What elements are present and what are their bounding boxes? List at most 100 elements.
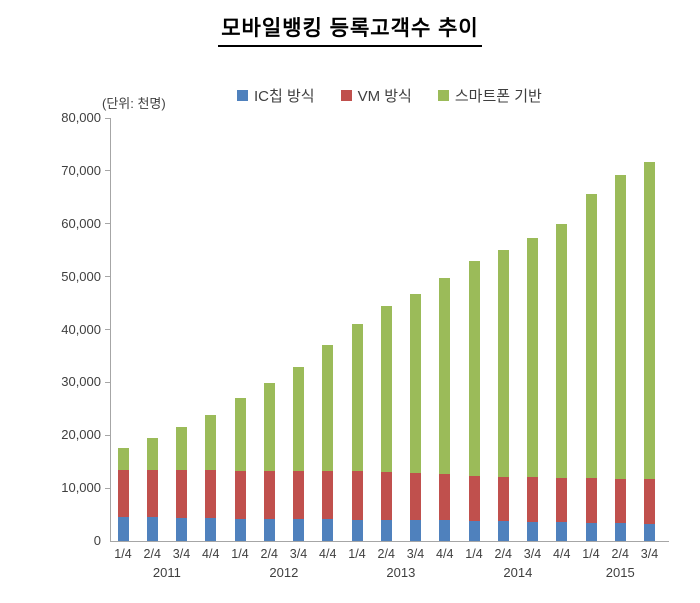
x-axis-label: 1/4 — [114, 547, 132, 561]
y-axis-label: 20,000 — [61, 427, 101, 443]
x-axis-label: 1/4 — [582, 547, 600, 561]
x-axis-label: 3/4 — [640, 547, 659, 561]
year-label: 2014 — [503, 565, 533, 580]
chart-title: 모바일뱅킹 등록고객수 추이 — [218, 12, 482, 47]
stacked-bar — [585, 194, 597, 541]
bar-segment-ic-chip — [176, 517, 187, 541]
bar-segment-vm — [614, 478, 626, 524]
bar-segment-smartphone — [205, 415, 217, 471]
stacked-bar — [556, 223, 568, 541]
stacked-bar — [176, 426, 187, 541]
bar-segment-vm — [176, 470, 187, 518]
stacked-bar — [410, 293, 421, 541]
bar-segment-smartphone — [410, 293, 421, 474]
stacked-bar — [644, 161, 655, 541]
bar-segment-vm — [263, 470, 275, 519]
stacked-bar — [263, 382, 275, 541]
y-axis-label: 10,000 — [61, 480, 101, 496]
plot-area: 0 10,000 20,000 30,000 40,000 50,000 60,000 70,… — [61, 110, 669, 580]
bar-segment-vm — [293, 470, 304, 520]
y-axis-tick — [105, 170, 111, 172]
x-axis-label: 2/4 — [611, 547, 629, 561]
y-axis-label: 60,000 — [61, 215, 101, 231]
bar-segment-vm — [146, 469, 158, 518]
x-axis-label: 4/4 — [436, 547, 454, 561]
bar-segment-ic-chip — [644, 523, 655, 541]
bar-segment-smartphone — [497, 250, 509, 478]
stacked-bar — [439, 277, 451, 541]
stacked-bar — [234, 397, 246, 541]
legend-swatch-ic-chip-icon — [237, 90, 248, 101]
unit-label: (단위: 천명) — [102, 96, 166, 111]
stacked-bar — [146, 437, 158, 541]
x-axis-label: 2/4 — [143, 547, 161, 561]
x-axis-label: 3/4 — [523, 547, 542, 561]
stacked-bar — [527, 237, 538, 541]
bar-segment-ic-chip — [293, 519, 304, 541]
stacked-bar — [614, 175, 626, 541]
legend-swatch-vm-icon — [340, 90, 352, 101]
bar-segment-smartphone — [322, 344, 334, 471]
bar-segment-vm — [380, 472, 392, 520]
bar-segment-vm — [351, 471, 363, 520]
bar-segment-smartphone — [556, 223, 568, 479]
year-label: 2011 — [152, 565, 181, 580]
x-axis-label: 2/4 — [260, 547, 278, 561]
bar-segment-ic-chip — [322, 519, 334, 541]
bar-segment-vm — [234, 470, 246, 519]
x-axis-label: 3/4 — [172, 547, 191, 561]
bar-segment-ic-chip — [205, 518, 217, 541]
stacked-bar — [351, 323, 363, 541]
bar-segment-ic-chip — [351, 519, 363, 541]
bar-segment-smartphone — [351, 323, 363, 472]
x-axis-label: 3/4 — [406, 547, 425, 561]
y-axis-tick — [105, 223, 111, 225]
legend-label-vm: VM 방식 — [357, 88, 412, 105]
y-axis-label: 70,000 — [61, 162, 101, 178]
x-axis-label: 1/4 — [348, 547, 366, 561]
x-axis-label: 2/4 — [377, 547, 395, 561]
bar-segment-ic-chip — [468, 520, 480, 541]
stacked-bar — [322, 344, 334, 541]
bar-segment-ic-chip — [117, 516, 129, 541]
legend-item-ic-chip: IC칩 방식 — [237, 85, 315, 106]
bar-segment-vm — [468, 475, 480, 521]
legend-item-smartphone: 스마트폰 기반 — [437, 85, 542, 106]
bar-segment-smartphone — [176, 426, 187, 471]
bar-segment-ic-chip — [234, 518, 246, 541]
y-axis-tick — [105, 329, 111, 330]
x-axis-label: 4/4 — [319, 547, 337, 561]
bar-segment-smartphone — [263, 382, 275, 471]
bar-segment-vm — [644, 478, 655, 524]
bar-segment-smartphone — [585, 194, 597, 479]
bar-segment-smartphone — [380, 306, 392, 473]
year-label: 2012 — [269, 565, 299, 580]
bar-segment-ic-chip — [614, 523, 626, 541]
y-axis-label: 40,000 — [61, 321, 101, 337]
stacked-bar — [380, 306, 392, 541]
stacked-bar — [468, 261, 480, 541]
stacked-bar — [497, 250, 509, 541]
y-axis-label: 0 — [93, 533, 101, 548]
bar-segment-ic-chip — [585, 522, 597, 541]
legend-item-vm: VM 방식 — [340, 85, 412, 106]
x-axis-label: 1/4 — [465, 547, 483, 561]
bar-segment-ic-chip — [556, 522, 568, 541]
y-axis-tick — [105, 117, 111, 119]
y-axis-tick — [105, 381, 111, 383]
bar-segment-vm — [497, 477, 509, 522]
y-axis-label: 30,000 — [61, 374, 101, 390]
y-axis-tick — [105, 276, 111, 278]
bar-segment-smartphone — [527, 237, 538, 478]
bar-segment-vm — [410, 473, 421, 521]
stacked-bar — [117, 448, 129, 541]
year-label: 2013 — [386, 565, 416, 580]
bar-segment-ic-chip — [497, 521, 509, 541]
bar-segment-vm — [585, 478, 597, 523]
y-axis-tick — [105, 487, 111, 489]
x-axis-label: 1/4 — [231, 547, 249, 561]
bar-segment-ic-chip — [439, 520, 451, 541]
y-axis-label: 80,000 — [61, 110, 101, 125]
year-label: 2015 — [605, 565, 635, 580]
